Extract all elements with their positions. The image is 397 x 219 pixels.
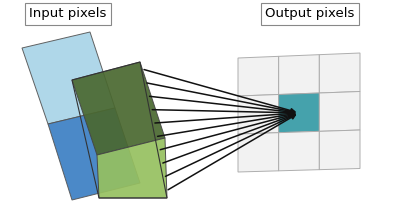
Polygon shape (238, 95, 279, 134)
Polygon shape (279, 131, 319, 171)
Text: Input pixels: Input pixels (29, 7, 107, 21)
Polygon shape (319, 53, 360, 93)
Polygon shape (279, 93, 319, 133)
Polygon shape (72, 62, 165, 155)
Text: Output pixels: Output pixels (265, 7, 355, 21)
Polygon shape (319, 92, 360, 131)
Polygon shape (238, 133, 279, 172)
Polygon shape (319, 130, 360, 170)
Polygon shape (97, 138, 167, 198)
Polygon shape (238, 56, 279, 96)
Polygon shape (22, 32, 115, 124)
Polygon shape (279, 55, 319, 95)
Polygon shape (48, 108, 140, 200)
